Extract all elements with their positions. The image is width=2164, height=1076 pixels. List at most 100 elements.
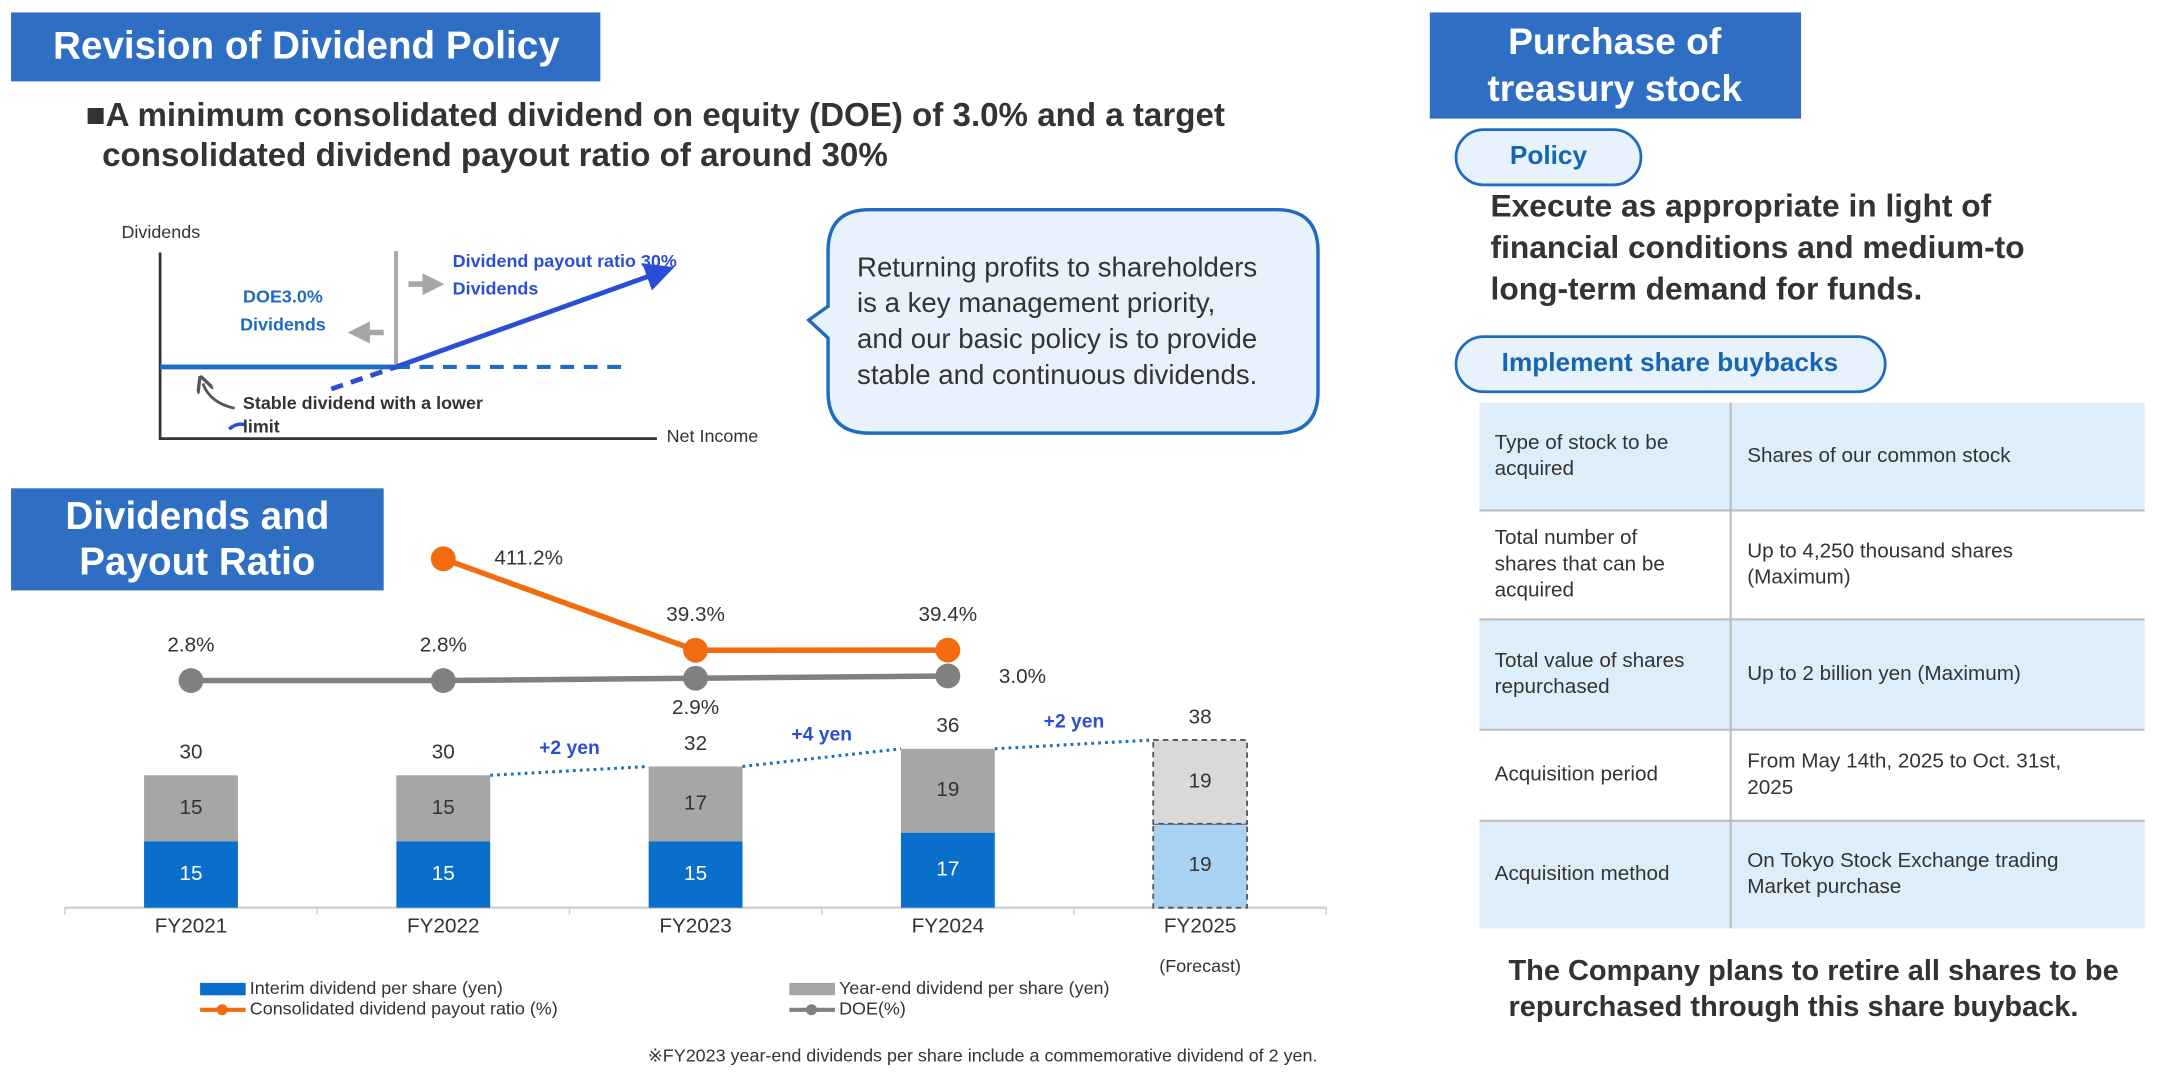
total-label: 38 (1189, 705, 1212, 728)
pill-label: Implement share buybacks (1502, 347, 1838, 377)
policy-text: long-term demand for funds. (1491, 270, 1923, 306)
x-tick-label: FY2022 (407, 914, 479, 937)
policy-text: financial conditions and medium-to (1491, 229, 2025, 265)
bar-label: 19 (1189, 853, 1212, 876)
section-title-box (1429, 12, 1802, 119)
table-cell: From May 14th, 2025 to Oct. 31st, (1747, 750, 2061, 773)
policy-text: ■A minimum consolidated dividend on equi… (86, 97, 1225, 134)
bar (144, 841, 238, 908)
bar (396, 775, 491, 842)
pill (1454, 335, 1887, 394)
category-note: (Forecast) (1159, 956, 1241, 976)
legend-label: Interim dividend per share (yen) (250, 978, 503, 998)
point (683, 665, 708, 691)
bar-label: 19 (936, 778, 959, 801)
table-cell: Type of stock to be (1495, 431, 1669, 454)
diagram-label: limit (243, 416, 280, 436)
x-tick-label: FY2021 (155, 914, 227, 937)
bar-label: 17 (684, 791, 707, 814)
table-cell: acquired (1495, 457, 1574, 480)
diagram-y-label: Dividends (121, 222, 200, 242)
pill-label: Policy (1510, 140, 1588, 170)
bar-label: 15 (179, 862, 202, 885)
bar-label: 15 (432, 796, 455, 819)
legend-label: Year-end dividend per share (yen) (839, 978, 1109, 998)
callout-text: stable and continuous dividends. (857, 359, 1257, 390)
legend-swatch (805, 1004, 818, 1016)
point (178, 668, 204, 693)
footnote: ※FY2023 year-end dividends per share inc… (648, 1045, 1318, 1065)
diagram-label: Dividends (240, 314, 326, 334)
trend-line (490, 764, 649, 777)
table-cell: Total number of (1495, 526, 1638, 549)
bar (1152, 739, 1248, 825)
bar (144, 775, 238, 842)
callout-text: Returning profits to shareholders (857, 251, 1257, 282)
legend-swatch (789, 982, 835, 996)
bar-label: 19 (1189, 769, 1212, 792)
diagram-label: DOE3.0% (243, 287, 323, 307)
bar (396, 841, 491, 908)
legend-swatch (200, 982, 246, 996)
table-row (1479, 619, 2145, 730)
table-cell: (Maximum) (1747, 565, 1850, 588)
table-cell: 2025 (1747, 776, 1793, 799)
annotation: +2 yen (539, 738, 600, 759)
section-title: treasury stock (1487, 67, 1742, 109)
title: Revision of Dividend Policy (53, 24, 560, 67)
table-cell: shares that can be (1495, 552, 1665, 575)
callout-bubble (806, 207, 1320, 435)
annotation: +2 yen (1044, 711, 1105, 732)
total-label: 32 (684, 732, 707, 755)
point (683, 637, 708, 663)
table-cell: Acquisition period (1495, 763, 1658, 786)
bar (1152, 822, 1248, 909)
table-cell: acquired (1495, 579, 1574, 602)
bar (648, 766, 743, 842)
table-cell: Up to 4,250 thousand shares (1747, 539, 2013, 562)
total-label: 30 (432, 741, 455, 764)
value-label: 2.9% (672, 696, 719, 719)
table-row (1479, 402, 2145, 511)
point (935, 663, 961, 689)
diagram-arrow (203, 383, 235, 410)
diagram-axes (158, 252, 657, 441)
table-row (1479, 510, 2145, 620)
diagram: Dividends Net Income (121, 222, 758, 446)
conclusion-text: The Company plans to retire all shares t… (1508, 955, 2118, 987)
value-label: 2.8% (420, 634, 467, 657)
pill (1454, 128, 1643, 187)
title-box (11, 12, 601, 82)
section-title: Purchase of (1508, 20, 1722, 62)
table-cell: Shares of our common stock (1747, 444, 2011, 467)
diagram-label: Dividends (453, 278, 539, 298)
point (430, 546, 456, 572)
chart-title: Dividends and (65, 495, 329, 538)
bar-label: 17 (936, 858, 959, 881)
diagram-arrow (395, 263, 675, 370)
total-label: 36 (936, 714, 959, 737)
bar (648, 841, 743, 908)
bar (900, 748, 995, 833)
bar-label: 15 (432, 862, 455, 885)
trend-line (994, 738, 1154, 751)
legend-label: Consolidated dividend payout ratio (%) (250, 999, 558, 1019)
chart-title: Payout Ratio (79, 540, 315, 583)
diagram-x-label: Net Income (667, 426, 759, 446)
table-cell: Up to 2 billion yen (Maximum) (1747, 662, 2021, 685)
diagram-label: Dividend payout ratio 30% (453, 251, 677, 271)
total-label: 30 (179, 741, 202, 764)
line (191, 673, 948, 684)
table-cell: On Tokyo Stock Exchange trading (1747, 849, 2058, 872)
callout-text: and our basic policy is to provide (857, 323, 1257, 354)
table-row (1479, 729, 2145, 821)
point (430, 668, 456, 693)
x-tick-label: FY2023 (659, 914, 731, 937)
diagram-label: Stable dividend with a lower (243, 393, 483, 413)
policy-text: consolidated dividend payout ratio of ar… (102, 137, 888, 174)
bar-label: 15 (684, 862, 707, 885)
table-cell: Total value of shares (1495, 649, 1685, 672)
value-label: 411.2% (494, 546, 563, 569)
